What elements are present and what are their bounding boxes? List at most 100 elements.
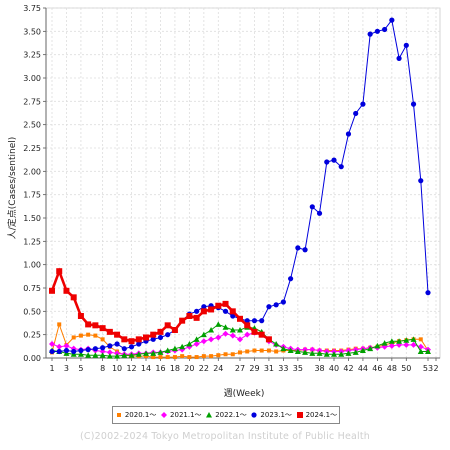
data-point (238, 350, 242, 355)
data-point (425, 348, 431, 354)
data-point (367, 345, 374, 352)
data-point (229, 332, 236, 339)
data-point (280, 345, 287, 352)
x-tick-label: 33 (278, 364, 288, 373)
data-point (396, 338, 403, 344)
data-point (92, 346, 98, 352)
data-point (309, 346, 316, 353)
x-tick-label: 44 (358, 364, 368, 373)
data-point (324, 159, 330, 165)
x-tick-label: 27 (235, 364, 245, 373)
data-point (259, 348, 264, 353)
x-tick-label: 3 (64, 364, 69, 373)
y-tick-label: 1.50 (23, 214, 41, 223)
data-point (100, 345, 106, 351)
data-point (425, 290, 431, 296)
data-point (200, 338, 207, 345)
data-point (121, 346, 127, 352)
x-tick-label: 20 (184, 364, 194, 373)
legend-item: 2020.1～ (115, 410, 156, 420)
data-point (171, 327, 178, 333)
y-tick-label: 1.00 (23, 261, 41, 270)
data-point (323, 351, 330, 357)
data-point (158, 355, 163, 360)
legend-marker (161, 412, 168, 418)
data-point (99, 352, 106, 358)
data-point (186, 313, 193, 319)
data-point (201, 304, 207, 310)
x-tick-label: 2 (433, 364, 438, 373)
legend-item: 2024.1～ (296, 410, 337, 420)
data-point (106, 328, 113, 335)
data-point (71, 335, 76, 340)
data-point (265, 336, 272, 343)
data-point (209, 354, 214, 359)
legend-marker-shape (116, 413, 121, 417)
data-point (403, 337, 410, 343)
legend: 2020.1～ 2021.1～ 2022.1～ 2023.1～ 2024.1～ (112, 406, 340, 424)
data-point (353, 110, 359, 117)
data-point (106, 349, 113, 356)
x-tick-label: 10 (112, 364, 122, 373)
data-point (316, 350, 323, 356)
data-point (208, 336, 215, 343)
data-point (280, 299, 286, 305)
data-point (418, 178, 424, 184)
x-tick-label: 1 (49, 364, 54, 373)
legend-item: 2022.1～ (205, 410, 247, 420)
data-point (49, 348, 55, 355)
data-point (388, 342, 395, 349)
x-tick-label: 53 (423, 364, 433, 373)
data-point (194, 355, 199, 360)
data-point (230, 313, 236, 319)
data-point (302, 349, 309, 355)
y-tick-label: 0.00 (23, 354, 41, 363)
data-point (222, 324, 229, 330)
x-tick-label: 24 (213, 364, 223, 373)
x-tick-label: 14 (141, 364, 151, 373)
legend-label: 2022.1～ (215, 411, 247, 419)
data-point (143, 350, 149, 356)
x-tick-label: 50 (401, 364, 411, 373)
data-point (157, 334, 164, 341)
data-point (244, 331, 251, 338)
data-point (93, 333, 98, 338)
data-point (63, 342, 70, 349)
grid (45, 7, 441, 359)
x-tick-label: 29 (249, 364, 259, 373)
data-point (396, 55, 402, 62)
y-tick-label: 1.25 (23, 237, 41, 246)
data-point (85, 352, 92, 358)
data-point (114, 353, 121, 359)
legend-item: 2021.1～ (160, 410, 202, 420)
y-tick-label: 3.50 (23, 27, 41, 36)
data-point (403, 42, 409, 48)
data-point (389, 17, 395, 23)
chart: 0.00 0.25 0.50 0.75 1.00 1.25 1.50 1.75 2.00 2.25… (6, 4, 441, 399)
data-point (237, 336, 243, 343)
data-point (374, 342, 381, 349)
x-tick-label: 18 (170, 364, 180, 373)
x-tick-label: 46 (372, 364, 382, 373)
data-point (309, 350, 316, 356)
data-point (237, 315, 243, 322)
data-point (258, 331, 265, 338)
data-point (229, 327, 236, 333)
data-point (151, 355, 156, 360)
legend-marker (116, 413, 121, 417)
data-point (338, 351, 345, 357)
data-point (57, 322, 62, 327)
x-tick-label: 16 (155, 364, 165, 373)
data-point (56, 343, 63, 350)
data-point (78, 333, 83, 338)
data-point (338, 164, 344, 170)
data-point (193, 336, 200, 342)
data-point (179, 317, 186, 324)
y-tick-label: 0.50 (23, 307, 41, 316)
data-point (410, 336, 417, 342)
data-point (92, 352, 99, 358)
data-point (229, 308, 236, 315)
data-point (345, 131, 352, 137)
data-point (150, 336, 156, 342)
copyright-text: (C)2002-2024 Tokyo Metropolitan Institut… (79, 431, 371, 442)
